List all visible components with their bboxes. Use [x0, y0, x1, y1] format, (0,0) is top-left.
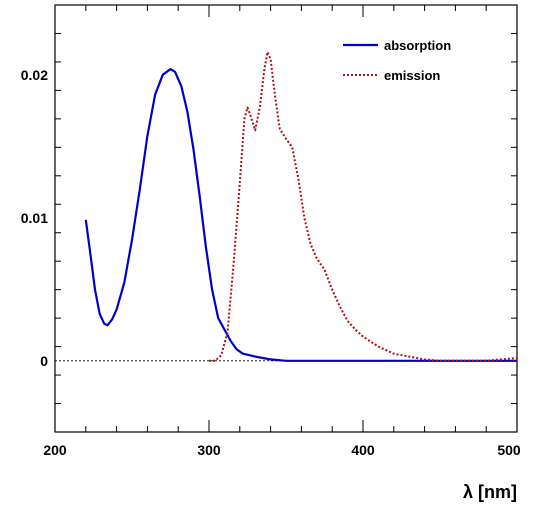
legend-emission-label: emission [384, 68, 440, 83]
y-tick-label-0.01: 0.01 [21, 210, 48, 226]
series-line-absorption [84, 67, 517, 362]
legend: absorption emission [343, 38, 451, 83]
y-tick-label-0.02: 0.02 [21, 67, 48, 83]
x-tick-label-400: 400 [351, 442, 375, 458]
x-tick-label-300: 300 [197, 442, 221, 458]
x-tick-label-200: 200 [43, 442, 67, 458]
series-layer [84, 51, 518, 362]
x-tick-label-500: 500 [497, 442, 521, 458]
y-tick-label-0: 0 [40, 353, 48, 369]
plot-frame [54, 4, 518, 433]
axis-ticks [54, 4, 518, 433]
legend-absorption-label: absorption [384, 38, 451, 53]
series-line-emission [209, 51, 518, 362]
x-axis-title: λ [nm] [463, 482, 517, 502]
